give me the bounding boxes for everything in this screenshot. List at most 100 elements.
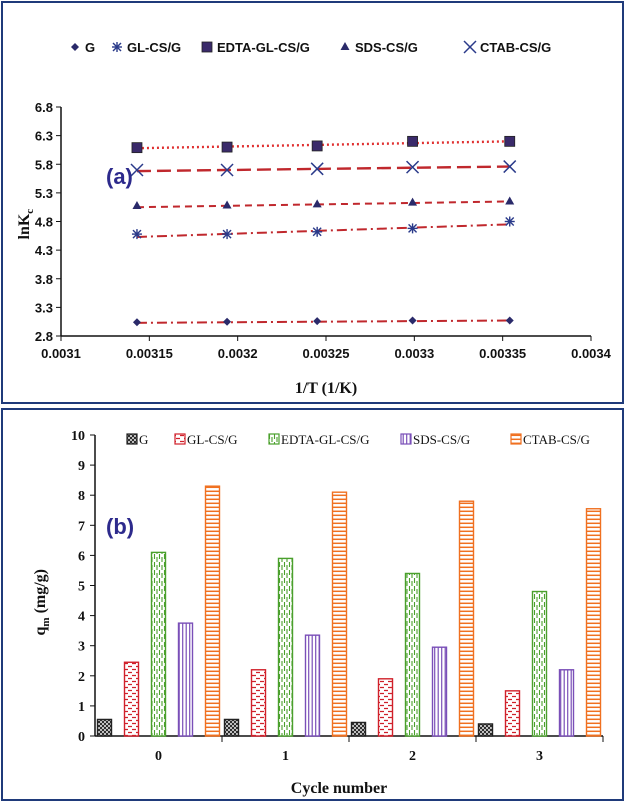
bar-group-cycle-2 bbox=[350, 500, 475, 737]
legend-label: GL-CS/G bbox=[187, 432, 238, 447]
chart-panel-a: 2.8 3.3 3.8 4.3 4.8 5.3 5.8 6.3 6.8 0.0031 0.00315… bbox=[1, 1, 624, 404]
bar-group-cycle-0 bbox=[96, 485, 221, 737]
trend-line bbox=[136, 165, 510, 173]
y-tick-label: 5 bbox=[78, 580, 85, 595]
x-axis-title: 1/T (1/K) bbox=[295, 380, 357, 397]
data-point bbox=[505, 196, 515, 205]
y-tick-label: 3 bbox=[78, 640, 85, 655]
data-point bbox=[131, 142, 143, 154]
bar-g bbox=[96, 718, 113, 737]
legend-swatch bbox=[510, 433, 522, 445]
y-axis-title: lnKc bbox=[16, 209, 36, 240]
legend-label: EDTA-GL-CS/G bbox=[217, 40, 310, 55]
legend: G GL-CS/G EDTA-GL-CS/G SDS-CS/G CTAB-CS/G bbox=[126, 432, 590, 447]
y-tick-label: 0 bbox=[78, 730, 85, 745]
bar-group-cycle-1 bbox=[223, 491, 348, 737]
legend-item-edta-gl-cs-g: EDTA-GL-CS/G bbox=[268, 432, 370, 447]
data-point bbox=[407, 223, 418, 234]
marker-stroke bbox=[463, 40, 477, 54]
bar-gl-cs-g bbox=[504, 690, 521, 737]
bar-ctab-cs-g bbox=[585, 508, 602, 737]
y-tick-label: 6 bbox=[78, 549, 85, 564]
chart-a-svg: 2.8 3.3 3.8 4.3 4.8 5.3 5.8 6.3 6.8 0.0031 0.00315… bbox=[16, 40, 612, 397]
data-point bbox=[131, 229, 142, 240]
bar-edta-gl-cs-g bbox=[531, 590, 548, 737]
series-sds-cs-g bbox=[132, 196, 515, 210]
bar-gl-cs-g bbox=[123, 661, 140, 737]
legend-marker bbox=[112, 42, 122, 52]
y-tick-label: 3.3 bbox=[35, 300, 53, 315]
data-point bbox=[505, 316, 514, 325]
bar-ctab-cs-g bbox=[204, 485, 221, 737]
marker-stroke bbox=[222, 229, 232, 239]
marker-stroke bbox=[220, 163, 234, 177]
bar-group-cycle-3 bbox=[477, 508, 602, 737]
x-axis-title: Cycle number bbox=[291, 780, 387, 797]
y-tick-label: 9 bbox=[78, 459, 85, 474]
legend-swatch bbox=[400, 433, 412, 445]
bar-gl-cs-g bbox=[377, 678, 394, 737]
y-tick-label: 3.8 bbox=[35, 272, 53, 287]
x-tick-label: 2 bbox=[409, 749, 416, 764]
legend-item-g: G bbox=[126, 432, 148, 447]
legend-label: GL-CS/G bbox=[127, 40, 181, 55]
legend-label: SDS-CS/G bbox=[413, 432, 470, 447]
legend-item-gl-cs-g: GL-CS/G bbox=[174, 432, 238, 447]
data-point bbox=[504, 135, 516, 147]
series-ctab-cs-g bbox=[130, 160, 517, 177]
data-point bbox=[312, 199, 322, 208]
data-point bbox=[220, 163, 234, 177]
panel-label-a: (a) bbox=[106, 164, 133, 189]
trend-line bbox=[136, 200, 510, 209]
data-point bbox=[408, 316, 417, 325]
marker-stroke bbox=[406, 160, 420, 174]
legend-label: SDS-CS/G bbox=[355, 40, 418, 55]
legend-marker bbox=[71, 43, 79, 51]
legend-item-edta-gl-cs-g: EDTA-GL-CS/G bbox=[201, 40, 310, 55]
y-tick-label: 7 bbox=[78, 519, 85, 534]
legend-item-gl-cs-g: GL-CS/G bbox=[112, 40, 181, 55]
legend-item-ctab-cs-g: CTAB-CS/G bbox=[463, 40, 551, 55]
chart-panel-b: 0 1 2 3 4 5 6 7 8 9 10 0 1 2 3 Cycle number qm (mg/g) (b)… bbox=[1, 408, 624, 801]
series-edta-gl-cs-g bbox=[131, 135, 516, 154]
bar-edta-gl-cs-g bbox=[277, 557, 294, 737]
y-tick-label: 4.3 bbox=[35, 243, 53, 258]
legend-item-ctab-cs-g: CTAB-CS/G bbox=[510, 432, 590, 447]
bar-sds-cs-g bbox=[431, 646, 448, 737]
data-point bbox=[406, 160, 420, 174]
x-tick-label: 0.0033 bbox=[394, 346, 434, 361]
bar-edta-gl-cs-g bbox=[404, 572, 421, 737]
marker-stroke bbox=[505, 217, 515, 226]
legend-label: CTAB-CS/G bbox=[523, 432, 590, 447]
data-point bbox=[223, 317, 232, 326]
bar-g bbox=[477, 723, 494, 737]
data-point bbox=[130, 163, 144, 177]
legend-item-g: G bbox=[71, 40, 95, 55]
bar-edta-gl-cs-g bbox=[150, 551, 167, 737]
legend-label: G bbox=[139, 432, 148, 447]
legend: G GL-CS/G EDTA-GL-CS/G SDS-CS/G CTAB-CS/G bbox=[71, 40, 551, 55]
bar-ctab-cs-g bbox=[458, 500, 475, 737]
y-tick-label: 4.8 bbox=[35, 215, 53, 230]
x-tick-label: 0.0034 bbox=[571, 346, 612, 361]
marker-stroke bbox=[130, 163, 144, 177]
data-point bbox=[311, 140, 323, 152]
bar-sds-cs-g bbox=[304, 634, 321, 737]
y-axis-title: qm (mg/g) bbox=[32, 569, 52, 636]
data-point bbox=[310, 162, 324, 176]
x-tick-label: 0.00335 bbox=[479, 346, 526, 361]
data-point bbox=[407, 135, 418, 147]
legend-item-sds-cs-g: SDS-CS/G bbox=[400, 432, 470, 447]
legend-label: G bbox=[85, 40, 95, 55]
legend-label: CTAB-CS/G bbox=[480, 40, 551, 55]
bar-g bbox=[350, 721, 367, 737]
y-tick-label: 2 bbox=[78, 670, 85, 685]
x-tick-label: 0.00325 bbox=[303, 346, 350, 361]
x-tick-label: 3 bbox=[536, 749, 543, 764]
y-tick-label: 8 bbox=[78, 489, 85, 504]
legend-swatch bbox=[126, 433, 138, 445]
legend-marker bbox=[463, 40, 477, 54]
marker-stroke bbox=[112, 42, 122, 52]
marker-stroke bbox=[312, 227, 322, 237]
data-point bbox=[222, 200, 232, 209]
